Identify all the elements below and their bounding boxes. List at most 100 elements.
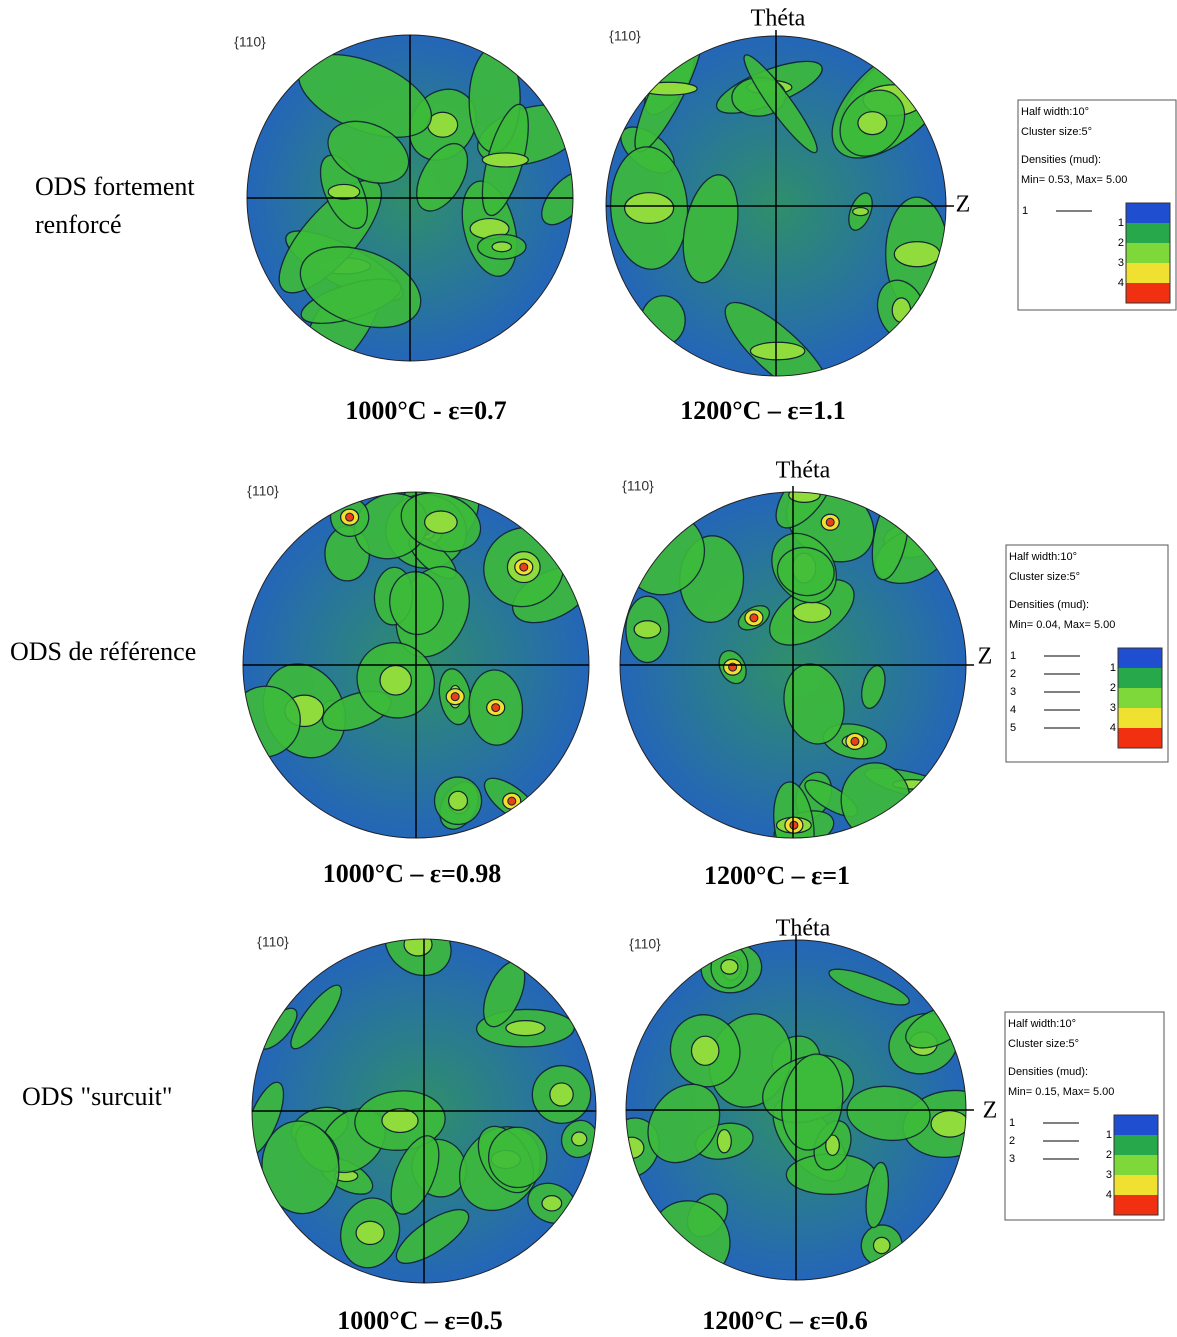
density-contour — [491, 703, 501, 713]
caption: 1200°C – ε=1 — [704, 861, 850, 890]
row-label: ODS de référence — [10, 637, 196, 666]
density-contour — [857, 111, 888, 136]
caption: 1000°C – ε=0.98 — [323, 859, 502, 888]
theta-label: Théta — [776, 916, 831, 942]
theta-label: Théta — [776, 458, 831, 484]
colorbar-band — [1118, 708, 1162, 728]
density-contour — [852, 206, 869, 217]
pole-figure — [252, 939, 596, 1283]
legend-text: Cluster size:5° — [1021, 126, 1092, 138]
colorbar-frame — [1117, 647, 1163, 749]
colorbar-band — [1114, 1115, 1158, 1135]
colorbar-band — [1118, 648, 1162, 668]
z-label: Z — [978, 644, 993, 670]
colorbar-band — [1126, 263, 1170, 283]
density-contour — [891, 297, 912, 323]
contour-level: 2 — [1009, 1135, 1015, 1147]
density-contour — [541, 1195, 563, 1212]
pole-label: {110} — [622, 478, 654, 494]
colorbar-label: 4 — [1118, 277, 1124, 289]
density-contour — [789, 820, 799, 830]
contour-level: 3 — [1010, 686, 1016, 698]
legend-text: Densities (mud): — [1009, 599, 1089, 611]
pole-figure — [243, 492, 589, 838]
contour-level: 4 — [1010, 704, 1016, 716]
density-contour — [825, 517, 835, 527]
density-contour — [519, 562, 529, 572]
density-contour — [850, 736, 860, 746]
legend-text: Densities (mud): — [1021, 154, 1101, 166]
density-contour — [379, 664, 412, 696]
colorbar-band — [1118, 728, 1162, 748]
density-contour — [749, 613, 759, 623]
density-contour — [571, 1131, 588, 1147]
density-contour — [505, 1020, 546, 1037]
colorbar-label: 1 — [1106, 1129, 1112, 1141]
legend-text: Min= 0.15, Max= 5.00 — [1008, 1086, 1114, 1098]
density-contour — [327, 183, 361, 200]
density-contour — [825, 1134, 840, 1157]
contour-level: 1 — [1010, 650, 1016, 662]
caption: 1000°C - ε=0.7 — [345, 396, 506, 425]
density-contour — [776, 546, 835, 597]
density-contour — [720, 958, 739, 975]
density-contour — [872, 1236, 891, 1255]
colorbar-band — [1126, 223, 1170, 243]
density-contour — [345, 512, 355, 522]
contour-level: 1 — [1022, 205, 1028, 217]
density-contour — [416, 143, 469, 212]
density-contour — [828, 968, 910, 1006]
caption: 1200°C – ε=1.1 — [680, 396, 846, 425]
colorbar-label: 3 — [1110, 702, 1116, 714]
legend-text: Densities (mud): — [1008, 1066, 1088, 1078]
density-contour — [743, 54, 818, 154]
density-contour — [290, 984, 342, 1050]
colorbar-band — [1114, 1195, 1158, 1215]
legend-text: Cluster size:5° — [1008, 1038, 1079, 1050]
density-contour — [450, 692, 460, 702]
density-contour — [481, 152, 529, 168]
density-contour — [792, 601, 832, 623]
colorbar-label: 1 — [1110, 662, 1116, 674]
colorbar-band — [1126, 283, 1170, 303]
colorbar-band — [1126, 203, 1170, 223]
row-label: renforcé — [35, 210, 122, 239]
density-contour — [623, 192, 675, 224]
density-contour — [893, 240, 941, 268]
colorbar-band — [1118, 688, 1162, 708]
colorbar-label: 3 — [1106, 1169, 1112, 1181]
pole-label: {110} — [247, 483, 279, 499]
density-contour — [626, 1136, 645, 1160]
caption: 1000°C – ε=0.5 — [337, 1306, 503, 1335]
colorbar-label: 2 — [1118, 237, 1124, 249]
legend-text: Half width:10° — [1009, 551, 1077, 563]
density-contour — [549, 1082, 574, 1107]
pole-label: {110} — [257, 934, 289, 950]
density-contour — [491, 241, 513, 253]
pole-figure — [626, 940, 966, 1280]
density-contour — [403, 939, 433, 957]
colorbar-band — [1114, 1155, 1158, 1175]
colorbar-label: 2 — [1110, 682, 1116, 694]
density-contour — [327, 120, 410, 184]
legend-text: Half width:10° — [1008, 1018, 1076, 1030]
colorbar-label: 2 — [1106, 1149, 1112, 1161]
colorbar-band — [1126, 243, 1170, 263]
theta-label: Théta — [751, 6, 806, 32]
contour-level: 5 — [1010, 722, 1016, 734]
density-contour — [448, 790, 469, 811]
density-contour — [381, 1108, 419, 1134]
pole-figure — [620, 492, 966, 838]
legend-text: Cluster size:5° — [1009, 571, 1080, 583]
density-contour — [716, 1128, 732, 1154]
colorbar-label: 1 — [1118, 217, 1124, 229]
colorbar-frame — [1125, 202, 1171, 304]
density-contour — [507, 796, 517, 806]
density-contour — [682, 174, 739, 284]
row-label: ODS fortement — [35, 172, 195, 201]
density-contour — [690, 1035, 720, 1066]
density-contour — [781, 1053, 844, 1151]
colorbar-frame — [1113, 1114, 1159, 1216]
legend-text: Min= 0.53, Max= 5.00 — [1021, 174, 1127, 186]
